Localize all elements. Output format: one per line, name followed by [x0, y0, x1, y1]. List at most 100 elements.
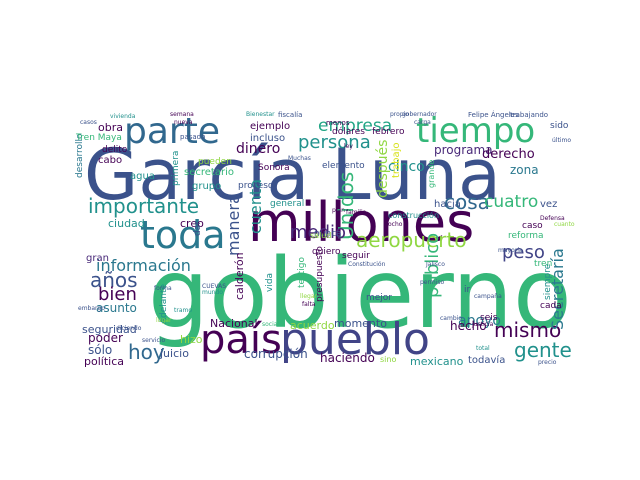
word-diciendo: diciendo — [116, 325, 142, 332]
word-casos: casos — [80, 119, 97, 126]
word-ir: ir — [464, 285, 471, 295]
word-mejor: mejor — [366, 293, 393, 303]
word-despues: después — [375, 139, 391, 198]
word-fiscalia: fiscalía — [278, 111, 303, 119]
word-pueblo: pueblo — [280, 314, 430, 365]
word-campana: campaña — [474, 293, 502, 300]
word-cambio: cambio — [440, 315, 462, 322]
word-dar: dar — [193, 221, 203, 236]
word-social: social — [262, 321, 280, 328]
word-hoy: hoy — [128, 340, 165, 364]
word-constitucion: Constitución — [348, 261, 386, 268]
word-momento: momento — [334, 317, 387, 330]
word-lugar: lugar — [156, 317, 172, 324]
word-juicio: juicio — [160, 347, 189, 360]
word-sido: sido — [550, 121, 569, 131]
word-proceso: proceso — [238, 181, 274, 191]
word-testigo: testigo — [297, 256, 307, 288]
word-agua: agua — [130, 171, 155, 182]
word-mayoria: mayoría — [498, 247, 523, 254]
word-grupo: grupo — [192, 181, 222, 192]
word-informacion: información — [96, 256, 191, 275]
word-general: general — [270, 199, 305, 209]
word-medio: medio — [290, 222, 347, 243]
word-persona: persona — [298, 132, 371, 153]
word-tren: tren — [534, 259, 553, 269]
word-mismo: mismo — [494, 318, 562, 342]
word-bien: bien — [98, 284, 137, 305]
word-cosa: cosa — [444, 190, 490, 214]
word-tiempo: tiempo — [416, 111, 536, 151]
word-apoyo: apoyo — [458, 313, 501, 329]
word-mundo: mundo — [202, 289, 223, 296]
word-tramo: tramo — [174, 307, 193, 314]
word-delito: delito — [102, 145, 128, 155]
word-cuevas: CUEVAS — [202, 283, 227, 290]
word-forma: forma — [154, 285, 172, 292]
word-jalisco: Jalisco — [426, 261, 445, 268]
word-trabajando: trabajando — [510, 111, 549, 119]
word-felipe-angeles: Felipe Ángeles — [468, 111, 519, 119]
word-pais: país — [200, 317, 282, 363]
word-vida: vida — [265, 272, 275, 292]
word-ocho: ocho — [388, 221, 403, 228]
word-hacia: hacia — [434, 199, 461, 210]
word-propio: propio — [390, 111, 409, 118]
word-importante: importante — [88, 194, 200, 218]
word-politica: política — [84, 355, 124, 368]
word-millones: millones — [248, 191, 475, 254]
word-calderon: calderón — [233, 252, 246, 300]
word-ciudad: ciudad — [108, 217, 145, 230]
word-carga: carga — [414, 119, 431, 126]
word-falta: falta — [302, 301, 316, 308]
word-quiero: quiero — [312, 247, 341, 257]
word-vivienda: vivienda — [110, 113, 136, 120]
word-todavia: todavía — [468, 355, 506, 366]
word-mexicano: mexicano — [410, 355, 464, 368]
word-gente: gente — [514, 338, 572, 362]
word-semana: semana — [170, 111, 194, 118]
word-construccion: construcción — [388, 211, 440, 220]
word-salud: salud — [310, 231, 332, 240]
word-febrero: febrero — [372, 127, 405, 137]
word-ley: ley — [344, 143, 353, 150]
word-nueva: nueva — [174, 119, 193, 126]
word-ultimo: último — [552, 137, 572, 144]
word-embargo: embargo — [78, 305, 105, 312]
word-solo: sólo — [88, 343, 113, 357]
word-corrupcion: corrupción — [244, 347, 308, 361]
word-derecho: derecho — [482, 147, 535, 162]
word-seguridad: seguridad — [82, 323, 137, 336]
word-precio: precio — [538, 359, 557, 366]
word-secretario: secretario — [184, 167, 234, 178]
word-programa: programa — [434, 143, 493, 157]
word-hizo: hizo — [180, 333, 203, 346]
word-presupuesto: presupuesto — [315, 246, 325, 302]
word-gran: gran — [86, 253, 109, 264]
word-grande: grande — [427, 159, 436, 188]
word-dolares: dólares — [332, 127, 365, 137]
word-asunto: asunto — [96, 301, 137, 315]
word-defensa: Defensa — [540, 215, 565, 222]
word-aeropuerto: aeropuerto — [356, 228, 467, 252]
word-trabajo: trabajo — [391, 142, 402, 178]
word-cada: cada — [540, 301, 562, 311]
word-gobierno: gobierno — [148, 238, 572, 350]
word-hecho: hecho — [450, 319, 487, 333]
word-muchas: Muchas — [288, 155, 311, 162]
word-poder: poder — [88, 331, 123, 345]
word-tren-maya: Tren Maya — [76, 133, 122, 143]
word-nacional: Nacional — [210, 317, 258, 330]
word-cabo: cabo — [98, 155, 123, 166]
word-permiso: permiso — [420, 279, 445, 286]
word-parte: parte — [124, 111, 220, 152]
word-menos: menos — [326, 119, 350, 127]
word-anos: años — [90, 268, 138, 292]
word-justicia: justicia — [472, 321, 494, 328]
word-toda: toda — [140, 213, 226, 257]
word-servicio: servicio — [142, 337, 166, 344]
word-incluso: incluso — [250, 133, 286, 144]
word-cuanto: cuanto — [554, 221, 575, 228]
word-cuatro: cuatro — [484, 192, 539, 212]
word-primera: primera — [171, 150, 181, 186]
